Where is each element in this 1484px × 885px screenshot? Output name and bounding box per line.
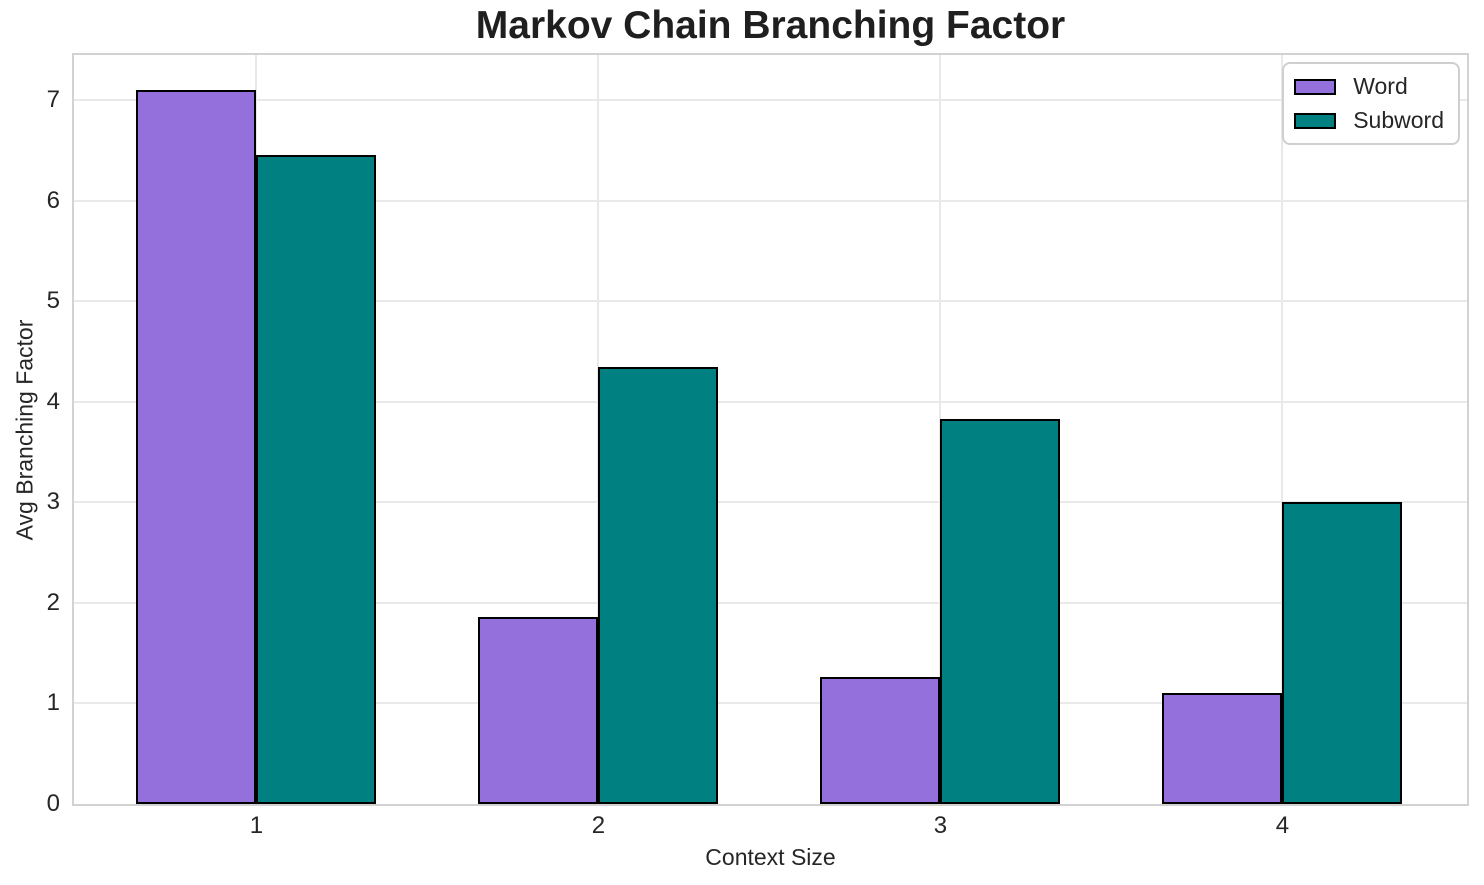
bar-word-1	[136, 90, 257, 804]
h-gridline-7	[74, 99, 1467, 102]
x-tick-label-1: 1	[249, 812, 264, 839]
h-gridline-6	[74, 199, 1467, 202]
bar-word-3	[820, 677, 941, 804]
legend-label-subword: Subword	[1353, 107, 1444, 133]
y-tick-label-0: 0	[46, 790, 60, 817]
legend-item-word: Word	[1294, 73, 1444, 100]
y-tick-label-3: 3	[46, 488, 60, 516]
x-tick-label-2: 2	[591, 812, 606, 839]
bar-subword-4	[1282, 502, 1403, 804]
h-gridline-2	[74, 601, 1467, 604]
x-axis-label: Context Size	[705, 844, 836, 870]
legend: Word Subword	[1282, 62, 1460, 145]
y-tick-label-4: 4	[46, 387, 60, 415]
y-tick-label-5: 5	[46, 287, 60, 315]
plot-inner	[74, 55, 1467, 804]
bar-word-2	[478, 617, 599, 804]
bar-subword-1	[256, 154, 377, 804]
y-tick-label-7: 7	[46, 86, 60, 114]
h-gridline-4	[74, 400, 1467, 403]
bar-word-4	[1162, 693, 1283, 804]
y-axis-label: Avg Branching Factor	[11, 319, 38, 541]
legend-swatch-word	[1294, 78, 1337, 95]
bar-subword-3	[940, 418, 1061, 804]
x-tick-label-4: 4	[1275, 812, 1290, 839]
h-gridline-1	[74, 702, 1467, 705]
bar-subword-2	[598, 366, 719, 804]
legend-label-word: Word	[1353, 73, 1408, 99]
y-tick-label-6: 6	[46, 186, 60, 214]
legend-swatch-subword	[1294, 112, 1337, 129]
plot-area: Word Subword	[72, 53, 1469, 806]
h-gridline-5	[74, 300, 1467, 303]
chart-title: Markov Chain Branching Factor	[475, 4, 1066, 47]
x-tick-label-3: 3	[933, 812, 948, 839]
y-tick-label-2: 2	[46, 588, 60, 616]
legend-item-subword: Subword	[1294, 107, 1444, 134]
v-gridline-4	[1281, 55, 1284, 804]
h-gridline-3	[74, 501, 1467, 504]
y-tick-label-1: 1	[46, 689, 60, 717]
